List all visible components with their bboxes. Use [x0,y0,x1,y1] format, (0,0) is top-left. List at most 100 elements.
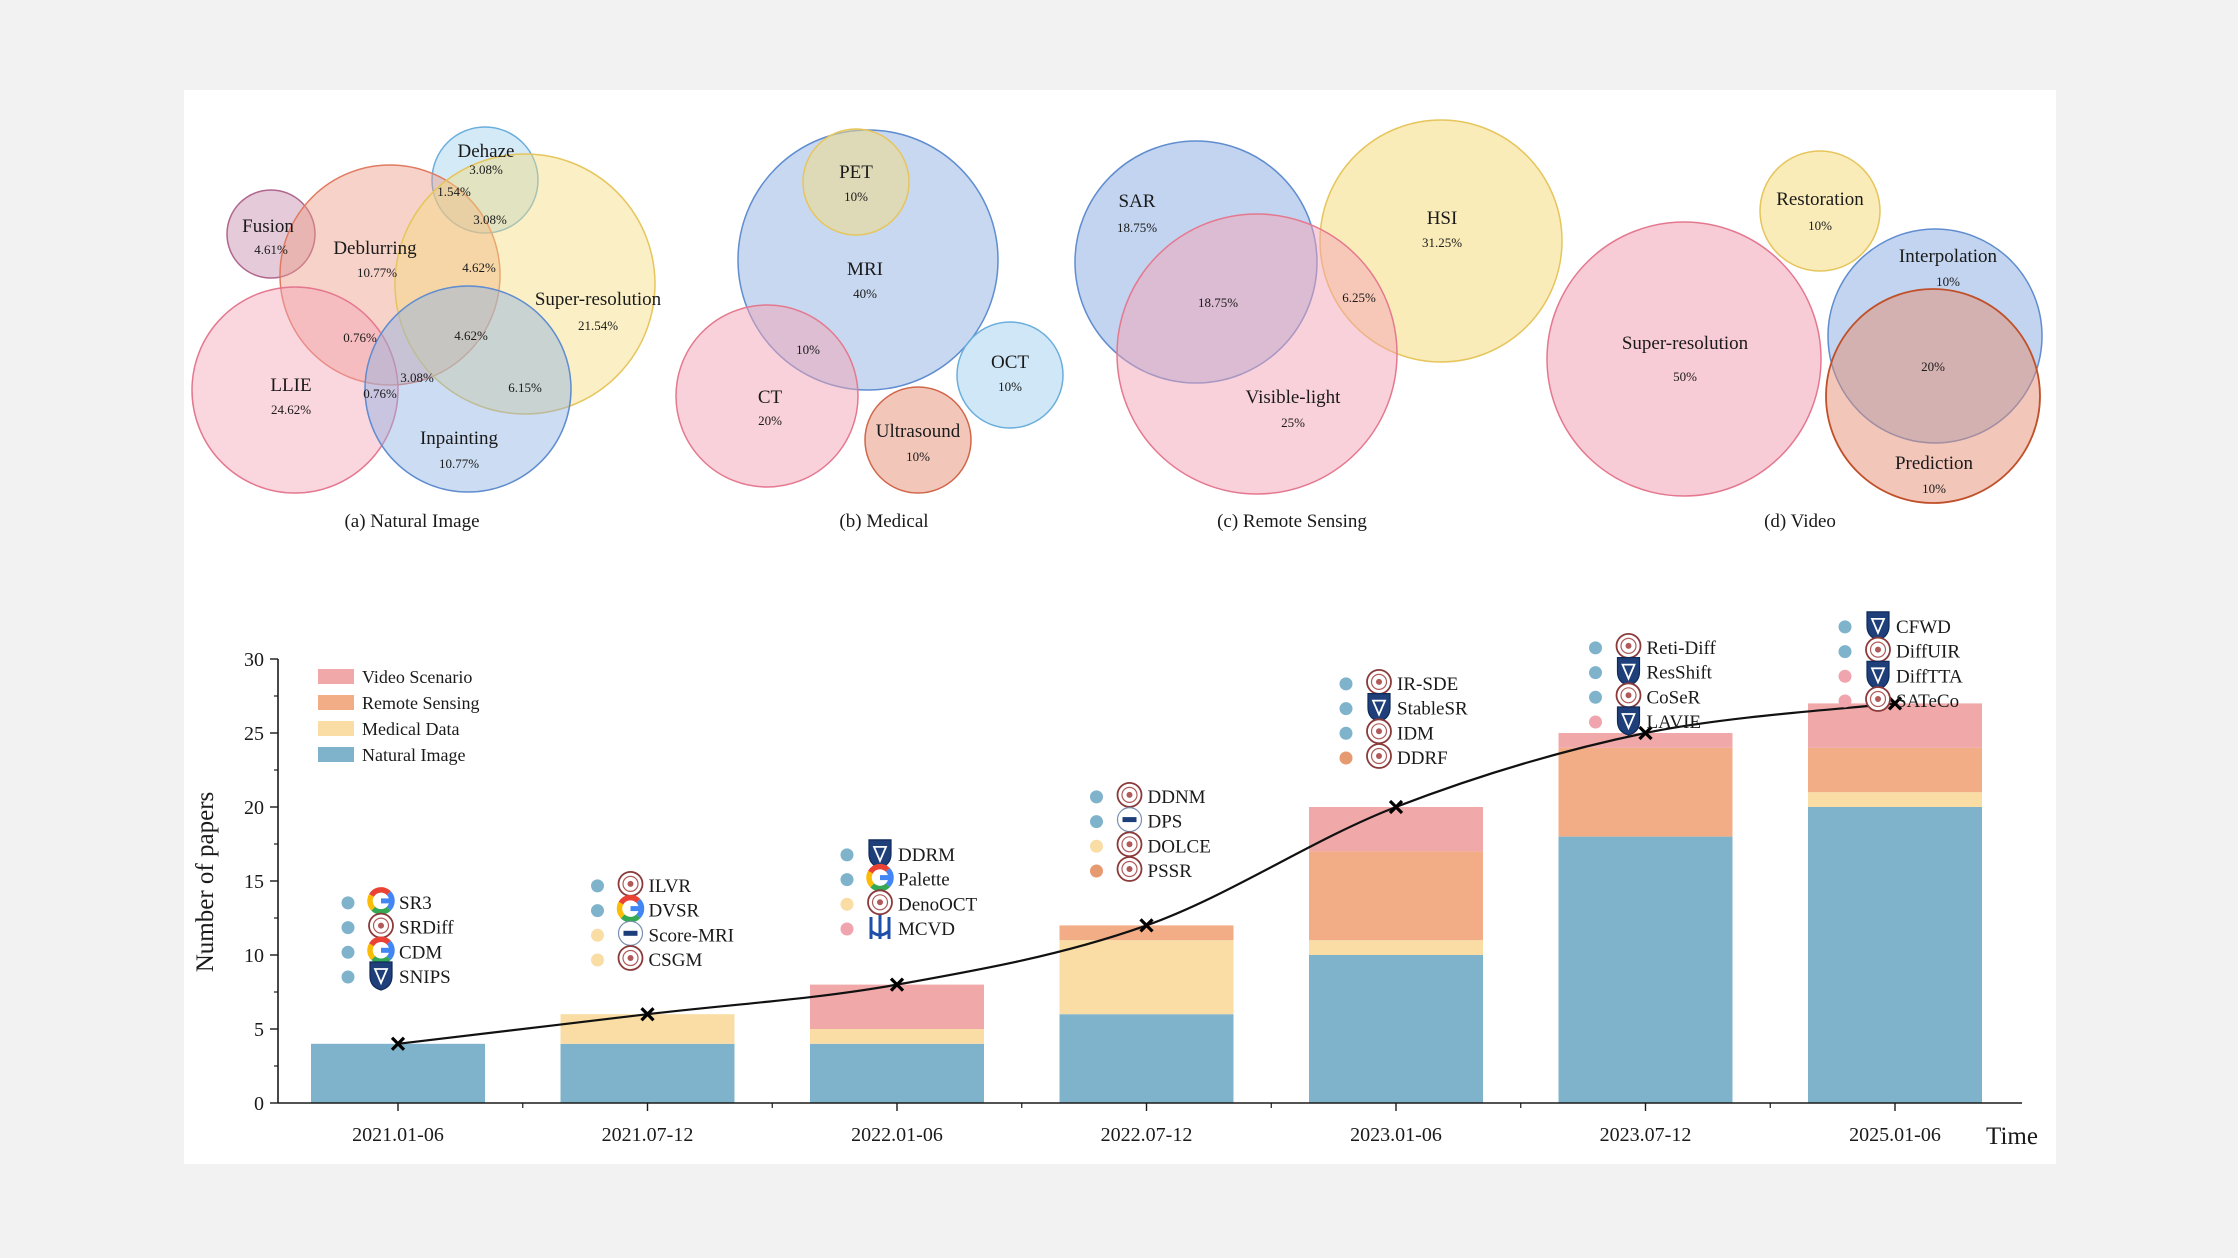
bar-natural-image-2021-01-06 [311,1043,485,1103]
stacked-bar-chart: 0 5 10 15 20 25 30 2021.01-06 2021.07-12 2022.01-… [192,611,2038,1150]
bubble-dehaze [431,126,539,234]
shield-crest-icon [1866,660,1890,690]
annotation-label: StableSR [1397,699,1468,720]
bubble-prediction [1825,288,2041,504]
overlap-value: 3.08% [400,370,434,385]
legend-entry-video-scenario: Video Scenario [318,667,472,687]
google-logo-icon [367,936,395,964]
panel-caption: (c) Remote Sensing [1217,511,1367,532]
annotation-label: SRDiff [399,918,454,939]
bubble-value-prediction: 10% [1922,481,1946,496]
chart-axes: 0 5 10 15 20 25 30 2021.01-06 2021.07-12 2022.01-… [244,649,2022,1146]
overlap-value: 6.15% [508,380,542,395]
shield-crest-icon [868,839,892,869]
annotation-label: IR-SDE [1397,674,1458,695]
type-dot [1589,690,1602,704]
bubble-value-hsi: 31.25% [1422,235,1462,250]
annotation-ddnm: DDNM [1090,782,1206,808]
shield-crest-icon [1616,706,1641,736]
bar-video-scenario-2025-01-06 [1808,703,1982,748]
bubble-panel-remote-sensing: SAR 18.75% HSI 31.25% Visible-light 25% … [1074,119,1563,532]
overlap-value: 20% [1921,359,1945,374]
bar-medical-data-2021-07-12 [560,1014,735,1044]
annotation-idm: IDM [1339,718,1434,744]
trend-point-2021-01-06 [390,1036,406,1051]
type-dot [1589,641,1602,655]
y-tick-label: 15 [244,871,264,893]
y-axis-label: Number of papers [192,792,219,973]
bubble-value-dehaze: 3.08% [469,162,503,177]
bubble-label-restoration: Restoration [1776,189,1864,210]
bubble-label-ultrasound: Ultrasound [876,421,961,442]
type-dot [1339,726,1353,740]
annotation-stablesr: StableSR [1339,693,1468,723]
annotation-label: ResShift [1647,663,1713,684]
annotation-label: PSSR [1148,861,1193,882]
bubble-value-mri: 40% [853,286,877,301]
shield-crest-icon [1866,611,1890,641]
overlap-value: 0.76% [363,386,397,401]
bubble-restoration [1759,150,1881,272]
method-annotations: SR3 SRDiff CDM SNIPS ILVR DVSR Score-MRI CSGM DD… [341,611,1963,991]
annotation-label: DiffUIR [1896,642,1960,663]
annotation-dolce: DOLCE [1090,831,1211,857]
bubble-label-dehaze: Dehaze [458,141,515,162]
annotation-label: DPS [1148,812,1183,833]
university-seal-icon [1366,669,1392,695]
annotation-label: MCVD [898,919,955,940]
annotation-label: CDM [399,942,442,963]
bubble-label-super-resolution: Super-resolution [535,289,662,310]
bubble-value-inpainting: 10.77% [439,456,479,471]
type-dot [1838,620,1852,634]
annotation-dvsr: DVSR [591,894,700,923]
legend-entry-remote-sensing: Remote Sensing [318,693,480,713]
university-seal-icon [368,912,394,939]
annotation-label: DiffTTA [1896,666,1963,687]
bar-video-scenario-2023-01-06 [1309,807,1483,852]
overlap-value: 6.25% [1342,290,1376,305]
overlap-value: 18.75% [1198,295,1238,310]
bubble-value-llie: 24.62% [271,402,311,417]
annotation-ddrm: DDRM [840,839,955,869]
annotation-label: SATeCo [1896,691,1959,712]
bar-natural-image-2021-07-12 [560,1043,735,1103]
type-dot [1090,790,1103,804]
bubble-label-sar: SAR [1119,191,1156,212]
x-tick-label-2021-01-06: 2021.01-06 [352,1124,444,1146]
bubble-panel-video: Restoration 10% Super-resolution 50% Int… [1546,150,2043,532]
figure-canvas: Fusion 4.61% Dehaze 3.08% Deblurring 10.… [184,90,2056,1164]
annotation-reti-diff: Reti-Diff [1589,633,1717,659]
google-logo-icon [367,887,395,915]
annotation-resshift: ResShift [1589,657,1713,687]
bar-medical-data-2022-01-06 [810,1029,984,1044]
panel-caption: (b) Medical [839,511,928,532]
type-dot [1090,864,1103,878]
bar-natural-image-2025-01-06 [1808,807,1982,1103]
annotation-label: DDNM [1148,787,1206,808]
annotation-ddrf: DDRF [1339,743,1448,769]
annotation-srdiff: SRDiff [341,912,454,939]
annotation-label: Reti-Diff [1647,638,1717,659]
university-seal-icon [1615,633,1642,659]
annotation-difftta: DiffTTA [1838,660,1963,690]
bubble-llie [191,286,399,494]
university-seal-icon [1865,686,1891,712]
type-dot [1838,694,1852,708]
annotation-sateco: SATeCo [1838,686,1959,712]
type-dot [1090,839,1103,853]
bubble-label-fusion: Fusion [242,216,294,237]
type-dot [1339,677,1353,691]
bar-video-scenario-2022-01-06 [810,984,984,1029]
annotation-label: CoSeR [1647,687,1701,708]
type-dot [591,928,604,942]
x-tick-label-2022-07-12: 2022.07-12 [1101,1124,1193,1146]
annotation-pssr: PSSR [1090,856,1193,882]
bubble-oct [956,321,1064,429]
bar-medical-data-2025-01-06 [1808,792,1982,807]
bubble-value-sar: 18.75% [1117,220,1157,235]
type-dot [840,848,854,862]
x-tick-label-2023-01-06: 2023.01-06 [1350,1124,1442,1146]
trend-point-2022-07-12 [1139,918,1154,933]
bar-remote-sensing-2022-07-12 [1059,925,1234,941]
annotation-cfwd: CFWD [1838,611,1951,641]
